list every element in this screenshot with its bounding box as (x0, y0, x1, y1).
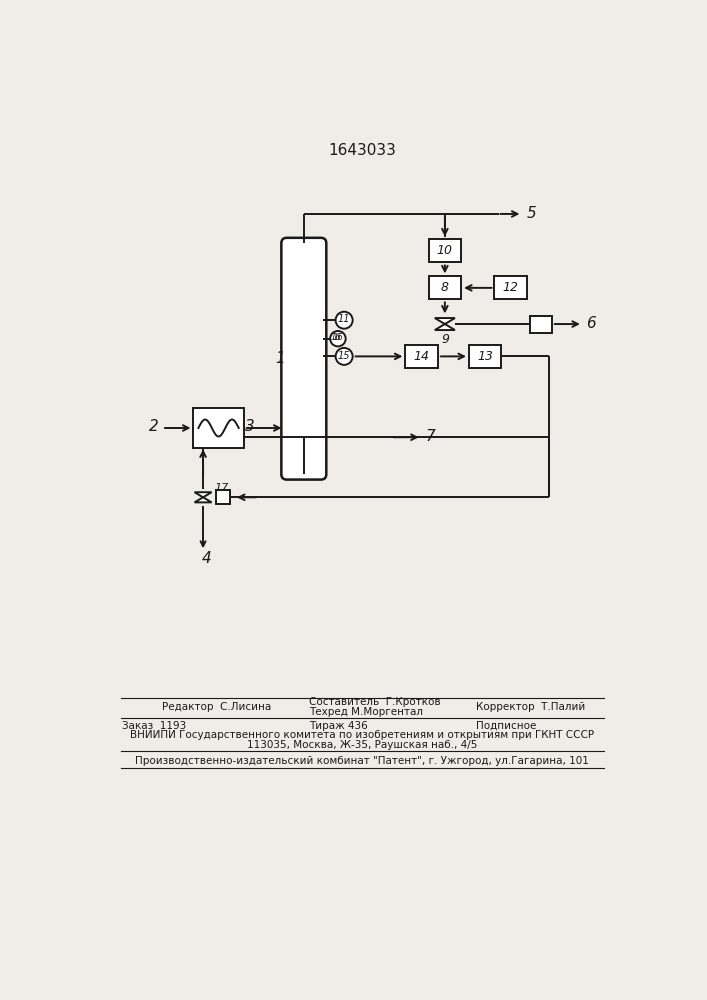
Bar (405, 345, 438, 368)
Circle shape (336, 348, 353, 365)
Text: 11: 11 (338, 314, 351, 324)
Text: 15: 15 (338, 351, 351, 361)
Bar (216, 490, 230, 504)
Text: 1643033: 1643033 (328, 143, 396, 158)
Text: Корректор  Т.Палий: Корректор Т.Палий (476, 702, 585, 712)
Circle shape (330, 331, 346, 346)
Circle shape (336, 312, 353, 329)
Text: 5: 5 (527, 206, 537, 221)
Text: 3: 3 (245, 419, 255, 434)
Text: Тираж 436: Тираж 436 (309, 721, 368, 731)
Text: Составитель  Г.Кротков: Составитель Г.Кротков (309, 697, 441, 707)
Bar (428, 239, 461, 262)
FancyBboxPatch shape (281, 238, 327, 480)
Text: 6: 6 (585, 316, 595, 331)
Text: 4: 4 (202, 551, 212, 566)
Polygon shape (435, 324, 455, 330)
Text: Подписное: Подписное (476, 721, 536, 731)
Text: Заказ  1193: Заказ 1193 (122, 721, 187, 731)
Text: 7: 7 (426, 429, 436, 444)
Text: 16: 16 (330, 333, 341, 342)
Text: 17: 17 (214, 483, 229, 493)
Text: ВНИИПИ Государственного комитета по изобретениям и открытиям при ГКНТ СССР: ВНИИПИ Государственного комитета по изоб… (130, 730, 594, 740)
Text: 8: 8 (441, 281, 449, 294)
Bar (428, 276, 461, 299)
Text: Редактор  С.Лисина: Редактор С.Лисина (162, 702, 271, 712)
Polygon shape (194, 492, 211, 497)
Text: 1: 1 (276, 351, 286, 366)
Text: Производственно-издательский комбинат "Патент", г. Ужгород, ул.Гагарина, 101: Производственно-издательский комбинат "П… (135, 756, 589, 766)
Polygon shape (194, 497, 211, 502)
Text: 13: 13 (477, 350, 493, 363)
Text: 14: 14 (414, 350, 430, 363)
Bar (469, 345, 501, 368)
Bar (494, 276, 527, 299)
Polygon shape (435, 318, 455, 324)
Text: 12: 12 (503, 281, 519, 294)
Text: 16: 16 (332, 333, 344, 342)
Bar (194, 408, 244, 448)
Text: 2: 2 (149, 419, 159, 434)
Text: Техред М.Моргентал: Техред М.Моргентал (309, 707, 423, 717)
Text: 10: 10 (437, 244, 453, 257)
Bar (530, 316, 552, 333)
Text: 113035, Москва, Ж-35, Раушская наб., 4/5: 113035, Москва, Ж-35, Раушская наб., 4/5 (247, 740, 477, 750)
Text: 9: 9 (442, 333, 450, 346)
